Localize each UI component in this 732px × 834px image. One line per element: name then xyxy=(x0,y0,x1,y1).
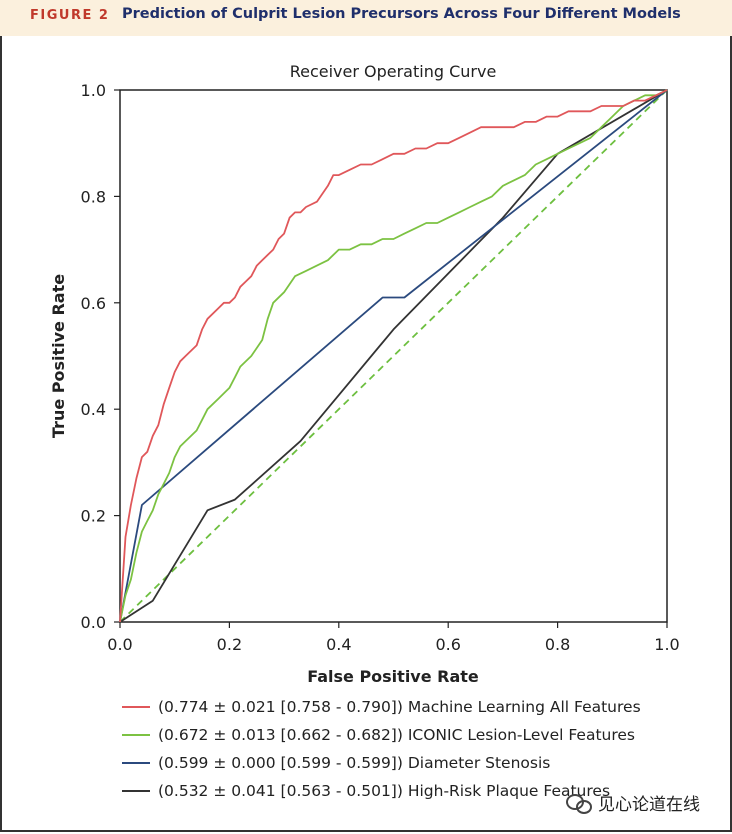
y-tick-label: 0.8 xyxy=(81,187,106,206)
figure-label: FIGURE 2 xyxy=(30,8,110,23)
series-line-3 xyxy=(119,89,668,623)
x-axis-label: False Positive Rate xyxy=(307,667,479,686)
series-line-2 xyxy=(119,89,668,623)
y-tick-label: 0.6 xyxy=(81,294,106,313)
wechat-icon xyxy=(566,792,592,814)
figure-title: Prediction of Culprit Lesion Precursors … xyxy=(122,6,681,22)
series-group xyxy=(119,89,668,623)
legend-entry: (0.532 ± 0.041 [0.563 - 0.501]) High-Ris… xyxy=(158,782,610,800)
legend-entry: (0.672 ± 0.013 [0.662 - 0.682]) ICONIC L… xyxy=(158,726,635,744)
legend-entry: (0.774 ± 0.021 [0.758 - 0.790]) Machine … xyxy=(158,698,641,716)
x-tick-label: 0.4 xyxy=(326,635,351,654)
watermark-text: 见心论道在线 xyxy=(598,795,700,815)
y-tick-label: 0.2 xyxy=(81,507,106,526)
watermark: 见心论道在线 xyxy=(566,790,700,815)
y-tick-label: 0.4 xyxy=(81,400,106,419)
x-tick-label: 0.6 xyxy=(435,635,460,654)
y-tick-label: 1.0 xyxy=(81,81,106,100)
x-tick-label: 0.0 xyxy=(107,635,132,654)
series-line-0 xyxy=(119,89,668,623)
y-tick-label: 0.0 xyxy=(81,613,106,632)
legend: (0.774 ± 0.021 [0.758 - 0.790]) Machine … xyxy=(122,698,641,800)
y-axis-label: True Positive Rate xyxy=(49,274,68,438)
reference-line xyxy=(119,89,668,623)
tick-group: 0.0 0.2 0.4 0.6 0.8 1.0 0.0 0.2 0.4 0.6 0.8 1.0 xyxy=(81,81,680,654)
chart-title: Receiver Operating Curve xyxy=(290,62,497,81)
x-tick-label: 1.0 xyxy=(654,635,679,654)
plot-area xyxy=(119,89,668,623)
legend-entry: (0.599 ± 0.000 [0.599 - 0.599]) Diameter… xyxy=(158,754,550,772)
x-tick-label: 0.8 xyxy=(545,635,570,654)
figure-header: FIGURE 2 Prediction of Culprit Lesion Pr… xyxy=(0,0,732,36)
reference-line-group xyxy=(119,89,668,623)
x-tick-label: 0.2 xyxy=(217,635,242,654)
series-line-1 xyxy=(119,89,668,623)
